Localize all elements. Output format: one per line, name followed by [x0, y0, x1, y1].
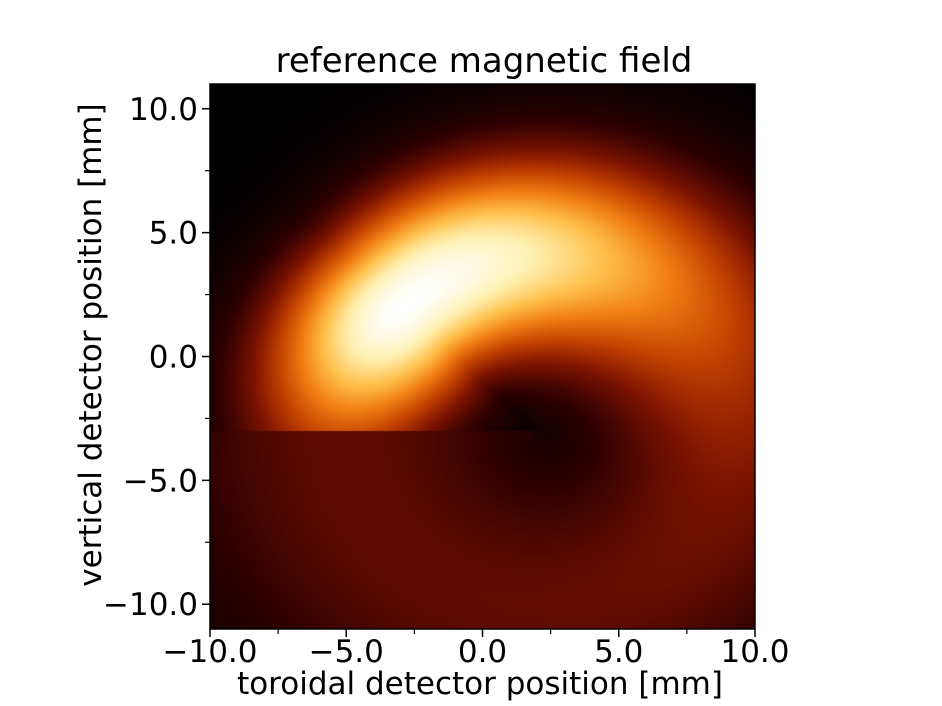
x-tick-label: 5.0	[594, 634, 643, 670]
y-tick-label: −5.0	[123, 463, 198, 499]
heatmap-plot-area	[209, 83, 756, 630]
x-axis-label: toroidal detector position [mm]	[237, 666, 723, 702]
x-tick-label: 10.0	[720, 634, 789, 670]
x-tick-label: −10.0	[163, 634, 258, 670]
chart-title: reference magnetic field	[276, 41, 693, 81]
y-tick-label: 10.0	[129, 92, 198, 128]
x-tick-label: −5.0	[309, 634, 384, 670]
y-tick-label: 0.0	[149, 340, 198, 376]
x-tick-label: 0.0	[458, 634, 507, 670]
y-tick-label: −10.0	[103, 587, 198, 623]
x-axis: −10.0 −5.0 0.0 5.0 10.0	[163, 629, 790, 670]
y-axis-label: vertical detector position [mm]	[73, 103, 109, 586]
y-tick-label: 5.0	[149, 216, 198, 252]
heatmap-image	[210, 84, 755, 629]
y-axis: −10.0 −5.0 0.0 5.0 10.0	[103, 92, 210, 623]
